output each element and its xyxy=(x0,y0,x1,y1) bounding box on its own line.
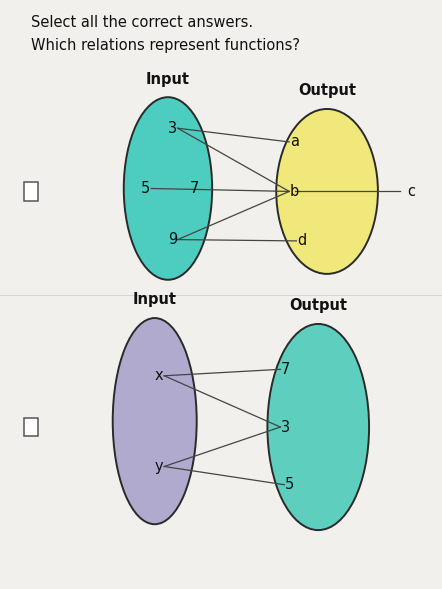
Text: Input: Input xyxy=(146,72,190,87)
Text: 3: 3 xyxy=(281,419,290,435)
Ellipse shape xyxy=(276,109,378,274)
Text: x: x xyxy=(155,368,163,383)
Text: Select all the correct answers.: Select all the correct answers. xyxy=(31,15,253,29)
Text: Which relations represent functions?: Which relations represent functions? xyxy=(31,38,300,53)
Text: 5: 5 xyxy=(141,181,150,196)
Ellipse shape xyxy=(124,97,212,280)
Text: 7: 7 xyxy=(190,181,199,196)
Text: 7: 7 xyxy=(281,362,290,377)
Text: 5: 5 xyxy=(285,477,294,492)
Text: Input: Input xyxy=(133,293,177,307)
Ellipse shape xyxy=(113,318,197,524)
Ellipse shape xyxy=(267,324,369,530)
Text: 3: 3 xyxy=(168,121,177,135)
Text: Output: Output xyxy=(289,299,347,313)
Text: 9: 9 xyxy=(168,232,177,247)
Bar xyxy=(24,418,38,436)
Text: d: d xyxy=(297,233,306,249)
Text: y: y xyxy=(155,459,163,474)
Bar xyxy=(24,182,38,201)
Text: b: b xyxy=(290,184,299,199)
Text: a: a xyxy=(290,134,299,150)
Text: c: c xyxy=(407,184,415,199)
Text: Output: Output xyxy=(298,84,356,98)
